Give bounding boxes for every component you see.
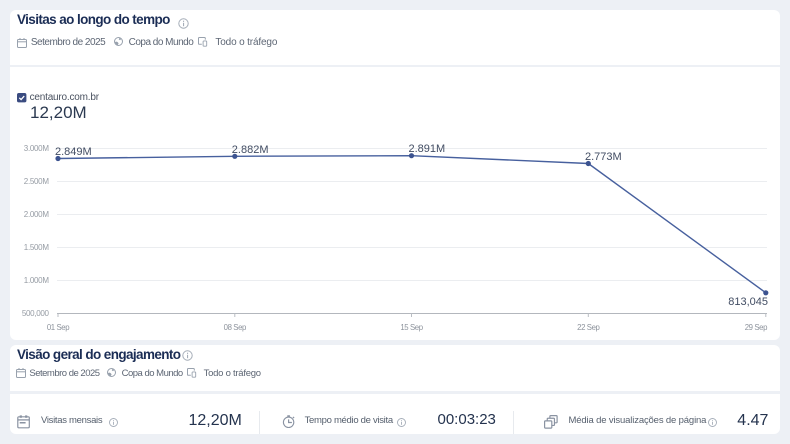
svg-text:2.773M: 2.773M [585, 151, 622, 163]
svg-text:2.891M: 2.891M [409, 143, 446, 155]
svg-text:2.849M: 2.849M [55, 146, 92, 158]
svg-text:1.000M: 1.000M [24, 276, 50, 285]
svg-text:2.500M: 2.500M [24, 177, 50, 186]
svg-text:22 Sep: 22 Sep [577, 323, 600, 332]
svg-text:29 Sep: 29 Sep [745, 323, 768, 332]
svg-text:01 Sep: 01 Sep [47, 323, 70, 332]
svg-text:500,000: 500,000 [22, 309, 50, 318]
svg-text:1.500M: 1.500M [24, 243, 50, 252]
svg-text:3.000M: 3.000M [24, 144, 50, 153]
svg-text:813,045: 813,045 [728, 296, 768, 308]
svg-text:2.882M: 2.882M [232, 144, 269, 156]
svg-text:08 Sep: 08 Sep [224, 323, 247, 332]
svg-text:15 Sep: 15 Sep [400, 323, 423, 332]
svg-text:2.000M: 2.000M [24, 210, 50, 219]
